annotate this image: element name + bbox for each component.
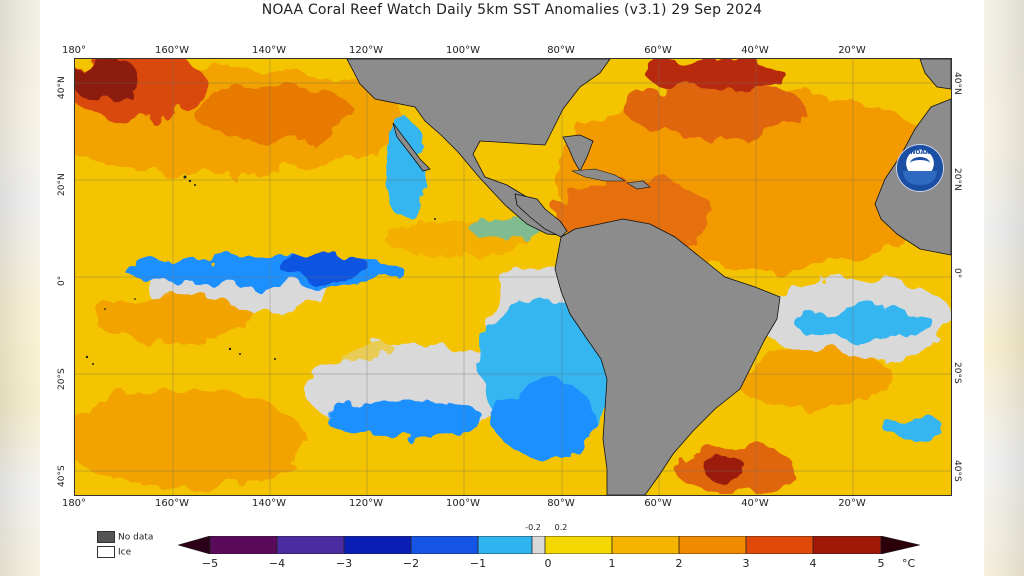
right-blur-margin [984,0,1024,576]
land-florida [562,134,594,172]
sst-anomaly-map [74,58,952,496]
cool-speckle [470,219,540,239]
lat-label-left: 20°N [57,173,67,196]
land-south-america [554,218,781,495]
land-hispaniola [626,180,651,190]
warm-speckle [275,337,395,361]
very-hot-patch [75,59,140,101]
lon-label-top: 120°W [349,45,383,56]
lat-label-right: 20°N [952,168,962,191]
land-iberia [919,59,951,90]
colorbar-tick-label: −3 [335,557,353,570]
colorbar-min-arrow [176,535,211,555]
land-central-america [514,193,568,238]
lon-label-bottom: 140°W [252,498,286,509]
cool-patch [885,417,945,441]
lat-label-right: 40°S [952,460,962,482]
colorbar-tick-label: −4 [268,557,286,570]
lat-label-left: 0° [57,275,67,286]
cool-patch [495,379,595,459]
colorbar-tick-label: 3 [742,557,750,570]
no-data-label: No data [118,532,154,543]
lon-label-top: 180° [61,45,87,56]
lon-label-top: 60°W [644,45,672,56]
colorbar-segments [210,536,881,554]
warm-speckle [95,179,195,219]
colorbar-small-tick: 0.2 [554,523,568,532]
lon-label-top: 100°W [446,45,480,56]
lat-label-right: 20°S [952,362,962,384]
lon-label-top: 140°W [252,45,286,56]
lon-label-top: 80°W [547,45,575,56]
pacific-islands [85,175,436,365]
lat-label-left: 20°S [57,368,67,390]
colorbar-tick-label: 4 [809,557,817,570]
legend-ice: Ice [97,546,131,558]
colorbar-tick-label: −2 [402,557,420,570]
logo-wave-shape [903,171,937,185]
colorbar [176,535,921,555]
map-title: NOAA Coral Reef Watch Daily 5km SST Anom… [261,2,763,18]
ice-label: Ice [118,547,132,558]
colorbar-unit: °C [902,557,916,570]
legend-no-data: No data [97,531,153,543]
left-blur-margin [0,0,40,576]
land-cuba [570,168,627,182]
lon-label-bottom: 40°W [741,498,769,509]
cool-patch [795,309,935,339]
logo-bird-shape [910,157,930,170]
graticule [75,59,951,495]
no-data-swatch [97,531,115,543]
lon-label-bottom: 80°W [547,498,575,509]
warm-patch [95,294,255,344]
lat-label-right: 40°N [952,72,962,95]
lon-label-top: 20°W [838,45,866,56]
lon-label-bottom: 120°W [349,498,383,509]
warm-patch [735,349,895,409]
lon-label-top: 40°W [741,45,769,56]
ice-swatch [97,546,115,558]
lat-label-left: 40°S [57,465,67,487]
warm-patch [625,79,805,139]
land-baja [392,122,431,172]
colorbar-tick-label: −5 [201,557,219,570]
hot-patch [645,59,785,89]
lon-label-bottom: 60°W [644,498,672,509]
lon-label-bottom: 100°W [446,498,480,509]
colorbar-tick-label: 1 [608,557,616,570]
colorbar-max-arrow [880,535,921,555]
colorbar-tick-label: −1 [469,557,487,570]
cold-patch [280,253,370,281]
lon-label-top: 160°W [155,45,189,56]
warm-patch [195,86,355,142]
colorbar-tick-label: 2 [675,557,683,570]
lat-label-left: 40°N [57,76,67,99]
colorbar-tick-label: 0 [544,557,552,570]
colorbar-tick-label: 5 [877,557,885,570]
lon-label-bottom: 160°W [155,498,189,509]
cool-patch [385,119,425,219]
hot-patch [703,457,747,481]
noaa-logo-text: NOAA [910,149,930,156]
lon-label-bottom: 180° [61,498,87,509]
noaa-logo: NOAA [897,145,943,191]
colorbar-small-tick: -0.2 [525,523,541,532]
warm-patch [75,389,305,489]
lon-label-bottom: 20°W [838,498,866,509]
lat-label-right: 0° [952,268,962,279]
cool-patch [325,401,485,437]
